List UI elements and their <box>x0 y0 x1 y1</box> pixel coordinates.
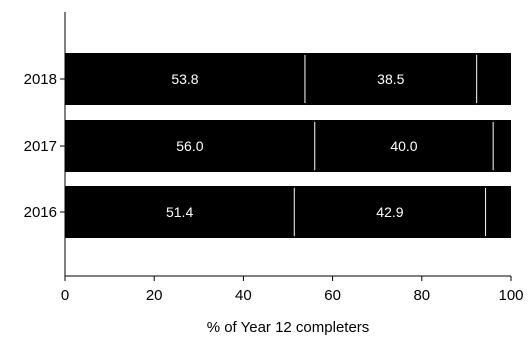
category-label-2017: 2017 <box>24 138 57 155</box>
bar-2016-segment-2 <box>294 186 486 238</box>
data-label-2016-segment-2: 42.9 <box>376 204 403 220</box>
x-tick-label-0: 0 <box>61 287 69 304</box>
category-label-group: 2018 2017 2016 <box>24 71 65 221</box>
x-tick-label-100: 100 <box>498 287 523 304</box>
x-tick-label-40: 40 <box>235 287 252 304</box>
data-label-2016-segment-1: 51.4 <box>166 204 193 220</box>
x-tick-label-60: 60 <box>324 287 341 304</box>
bar-2016-segment-1 <box>65 186 295 238</box>
bar-2017-segment-3 <box>493 120 511 172</box>
x-tick-group: 0 20 40 60 80 100 <box>61 276 524 304</box>
data-label-2018-segment-2: 38.5 <box>377 71 404 87</box>
category-label-2016: 2016 <box>24 204 57 221</box>
category-label-2018: 2018 <box>24 71 57 88</box>
bar-2017-segment-1 <box>65 120 315 172</box>
x-axis-title: % of Year 12 completers <box>207 319 370 336</box>
bar-2018-segment-3 <box>476 53 511 105</box>
bar-2018-segment-1 <box>65 53 305 105</box>
bar-group: 53.8 38.5 56.0 40.0 51.4 42.9 <box>65 53 511 238</box>
data-label-2017-segment-1: 56.0 <box>176 138 203 154</box>
x-tick-label-80: 80 <box>413 287 430 304</box>
bar-2016-segment-3 <box>485 186 511 238</box>
bar-2017-segment-2 <box>314 120 494 172</box>
bar-2018-segment-2 <box>304 53 477 105</box>
data-label-2018-segment-1: 53.8 <box>171 71 198 87</box>
x-tick-label-20: 20 <box>146 287 163 304</box>
data-label-2017-segment-2: 40.0 <box>390 138 417 154</box>
